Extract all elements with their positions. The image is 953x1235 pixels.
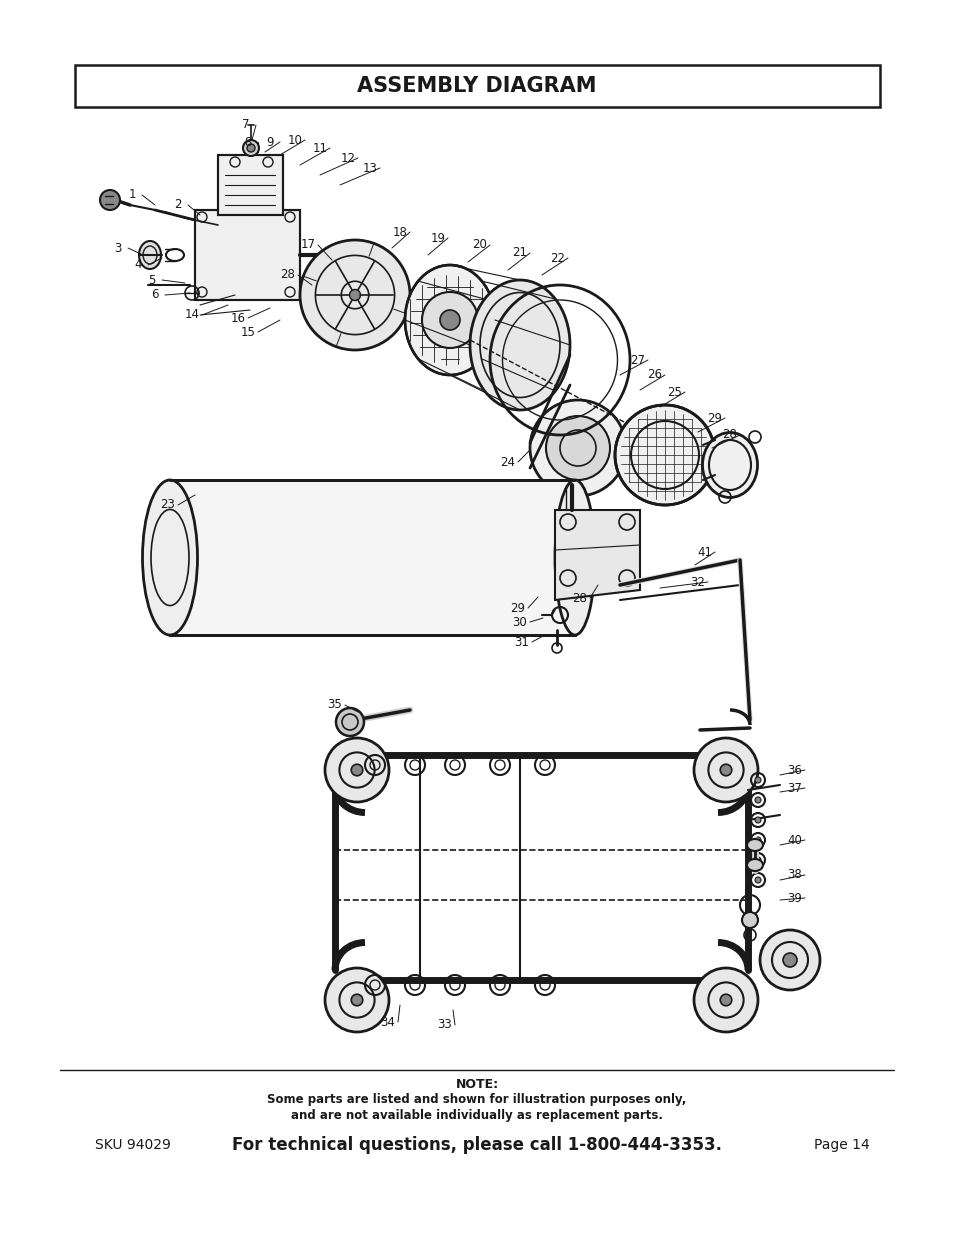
Text: 28: 28 <box>280 268 295 282</box>
Text: 41: 41 <box>697 546 712 558</box>
Polygon shape <box>555 510 639 600</box>
Text: 19: 19 <box>430 231 445 245</box>
Bar <box>218 156 283 215</box>
Text: 23: 23 <box>160 499 175 511</box>
Circle shape <box>754 797 760 803</box>
Text: NOTE:: NOTE: <box>455 1078 498 1092</box>
Text: 5: 5 <box>148 273 155 287</box>
Text: 8: 8 <box>244 136 252 148</box>
Text: 17: 17 <box>300 238 315 252</box>
Text: 36: 36 <box>787 763 801 777</box>
Text: 29: 29 <box>510 601 525 615</box>
Bar <box>194 210 299 300</box>
Circle shape <box>754 818 760 823</box>
Circle shape <box>545 416 609 480</box>
Circle shape <box>754 877 760 883</box>
Text: SKU 94029: SKU 94029 <box>95 1137 171 1152</box>
Circle shape <box>335 708 364 736</box>
Text: 7: 7 <box>242 119 250 131</box>
Bar <box>194 210 299 300</box>
Text: 13: 13 <box>362 162 377 174</box>
Text: and are not available individually as replacement parts.: and are not available individually as re… <box>291 1109 662 1121</box>
Text: 14: 14 <box>184 309 199 321</box>
Circle shape <box>421 291 477 348</box>
Text: 4: 4 <box>134 258 142 272</box>
Text: 9: 9 <box>266 136 274 148</box>
Text: 2: 2 <box>174 199 182 211</box>
Text: Some parts are listed and shown for illustration purposes only,: Some parts are listed and shown for illu… <box>267 1093 686 1107</box>
Text: 21: 21 <box>512 247 527 259</box>
Text: 28: 28 <box>721 429 737 441</box>
Text: 35: 35 <box>327 699 342 711</box>
Text: 38: 38 <box>787 868 801 882</box>
Text: 34: 34 <box>380 1015 395 1029</box>
Circle shape <box>247 144 254 152</box>
Text: 25: 25 <box>667 385 681 399</box>
Text: 28: 28 <box>572 592 587 604</box>
Ellipse shape <box>470 280 569 410</box>
Bar <box>75 65 879 107</box>
Ellipse shape <box>746 839 762 851</box>
Text: 20: 20 <box>472 238 487 252</box>
Circle shape <box>720 994 731 1005</box>
Circle shape <box>693 968 758 1032</box>
Text: ASSEMBLY DIAGRAM: ASSEMBLY DIAGRAM <box>356 77 597 96</box>
Circle shape <box>243 140 258 156</box>
Circle shape <box>100 190 120 210</box>
Text: 10: 10 <box>287 133 302 147</box>
Text: 11: 11 <box>313 142 327 154</box>
Text: Page 14: Page 14 <box>814 1137 869 1152</box>
Circle shape <box>754 777 760 783</box>
Ellipse shape <box>701 432 757 498</box>
Ellipse shape <box>555 480 595 635</box>
Circle shape <box>741 911 758 927</box>
Circle shape <box>754 837 760 844</box>
Text: 1: 1 <box>128 189 135 201</box>
Text: For technical questions, please call 1-800-444-3353.: For technical questions, please call 1-8… <box>232 1136 721 1153</box>
Circle shape <box>760 930 820 990</box>
Text: 15: 15 <box>240 326 255 338</box>
Text: 6: 6 <box>152 289 158 301</box>
Ellipse shape <box>746 860 762 871</box>
Text: 30: 30 <box>512 615 527 629</box>
Text: 18: 18 <box>392 226 407 238</box>
Circle shape <box>439 310 459 330</box>
Text: 3: 3 <box>114 242 122 254</box>
Text: 37: 37 <box>787 782 801 794</box>
Text: 12: 12 <box>340 152 355 164</box>
Circle shape <box>754 857 760 863</box>
Circle shape <box>782 953 796 967</box>
Text: 32: 32 <box>690 576 704 589</box>
Text: 24: 24 <box>500 456 515 468</box>
Ellipse shape <box>405 266 495 375</box>
Text: 26: 26 <box>647 368 661 382</box>
Text: 16: 16 <box>231 311 245 325</box>
Circle shape <box>325 968 389 1032</box>
Circle shape <box>299 240 410 350</box>
Circle shape <box>615 405 714 505</box>
Text: 33: 33 <box>437 1019 452 1031</box>
Ellipse shape <box>139 241 161 269</box>
Text: 29: 29 <box>707 411 721 425</box>
Text: 40: 40 <box>787 834 801 846</box>
Text: 31: 31 <box>514 636 529 648</box>
Circle shape <box>693 739 758 802</box>
Ellipse shape <box>142 480 197 635</box>
Circle shape <box>325 739 389 802</box>
Text: 22: 22 <box>550 252 565 264</box>
Text: 27: 27 <box>630 353 645 367</box>
Text: 39: 39 <box>787 892 801 904</box>
Circle shape <box>351 994 362 1005</box>
Circle shape <box>349 289 360 300</box>
Bar <box>170 480 575 635</box>
Circle shape <box>351 764 362 776</box>
Bar <box>218 156 283 215</box>
Circle shape <box>720 764 731 776</box>
Circle shape <box>530 400 625 496</box>
